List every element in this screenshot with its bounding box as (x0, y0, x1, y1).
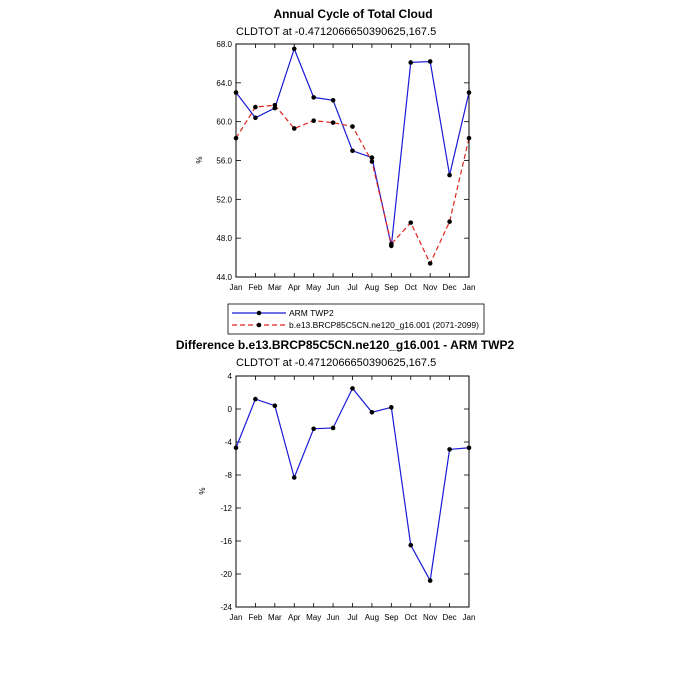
chart1-xtick-label: Dec (442, 283, 456, 292)
chart1-xtick-label: Jan (230, 283, 243, 292)
chart1-series-0-point (427, 59, 433, 64)
chart2-xtick-label: Oct (405, 613, 418, 622)
chart1-title: Annual Cycle of Total Cloud (273, 7, 432, 21)
chart2-series-0-point (311, 426, 316, 432)
chart1-series-0-point (369, 155, 375, 160)
chart1-xtick-label: Jul (347, 283, 357, 292)
chart1-xtick-label: Oct (405, 283, 418, 292)
chart2-xtick-label: Jul (347, 613, 357, 622)
chart1-xtick-label: Sep (384, 283, 399, 292)
chart2-series-0-point (253, 396, 258, 402)
chart2-series-0-point (389, 405, 394, 410)
chart1-series-1-point (311, 118, 316, 123)
chart1-series-0-point (408, 60, 414, 65)
chart1-series-1-point (272, 102, 278, 108)
chart2-xtick-label: Feb (249, 613, 263, 622)
chart2-xtick-label: Aug (365, 613, 379, 622)
chart1-series-1-line (235, 104, 470, 265)
difference-chart: Difference b.e13.BRCP85C5CN.ne120_g16.00… (176, 338, 515, 622)
annual-cycle-chart: Annual Cycle of Total Cloud CLDTOT at -0… (195, 7, 485, 335)
chart1-ytick-label: 68.0 (216, 40, 232, 49)
chart2-series-0-point (447, 447, 452, 452)
chart2-plot-frame (235, 375, 470, 608)
chart1-series-0-point (330, 98, 336, 103)
chart1-ylabel: % (195, 156, 204, 163)
chart1-legend: ARM TWP2 b.e13.BRCP85C5CN.ne120_g16.001 … (227, 303, 485, 335)
chart2-ytick-label: -12 (220, 504, 232, 513)
chart2-series-0-point (291, 475, 297, 480)
chart2-ylabel: % (198, 487, 207, 494)
chart1-subtitle: CLDTOT at -0.4712066650390625,167.5 (236, 26, 436, 38)
chart2-xtick-label: Mar (268, 613, 282, 622)
chart1-series-1-point (427, 261, 433, 266)
chart1-plot-frame (235, 43, 470, 278)
chart1-series-1-point (253, 104, 258, 110)
chart1-ytick-label: 44.0 (216, 273, 232, 282)
legend-marker-model (256, 322, 262, 328)
chart2-xtick-label: Jan (463, 613, 476, 622)
chart1-series-1-point (291, 126, 297, 131)
chart1-ytick-label: 52.0 (216, 195, 232, 204)
chart1-series-1-point (369, 159, 375, 164)
chart2-ytick-label: -16 (220, 537, 232, 546)
chart1-ytick-label: 60.0 (216, 118, 232, 127)
chart2-xtick-label: May (306, 613, 321, 622)
chart2-ytick-label: 0 (228, 405, 233, 414)
chart1-series-0-line (235, 47, 470, 247)
chart2-xtick-label: Apr (288, 613, 301, 622)
chart2-series-0-line (235, 387, 470, 583)
chart2-series-0-point (427, 578, 433, 583)
chart1-series-1-point (389, 241, 394, 247)
chart1-series-1-point (330, 120, 336, 125)
chart1-xtick-label: Mar (268, 283, 282, 292)
chart2-xtick-label: Nov (423, 613, 437, 622)
chart1-xtick-label: Jun (327, 283, 340, 292)
chart2-xtick-label: Sep (384, 613, 399, 622)
chart1-ytick-label: 64.0 (216, 79, 232, 88)
legend-marker-arm (256, 310, 262, 316)
chart1-xtick-label: Aug (365, 283, 379, 292)
chart2-ytick-label: -20 (220, 570, 232, 579)
chart2-ytick-label: 4 (228, 372, 233, 381)
chart1-series-0-point (253, 115, 258, 121)
chart2-ytick-label: -4 (225, 438, 233, 447)
chart1-xtick-label: Feb (249, 283, 263, 292)
chart1-ytick-label: 56.0 (216, 157, 232, 166)
chart2-xtick-label: Jun (327, 613, 340, 622)
chart2-series-0-point (350, 386, 355, 391)
legend-label-model: b.e13.BRCP85C5CN.ne120_g16.001 (2071-209… (289, 320, 479, 330)
chart1-xtick-label: May (306, 283, 321, 292)
chart1-ytick-label: 48.0 (216, 234, 232, 243)
chart1-xtick-label: Apr (288, 283, 301, 292)
chart2-series-0-point (272, 403, 278, 409)
chart1-series-1-point (408, 220, 414, 225)
chart1-series-0-point (291, 46, 297, 52)
legend-label-arm: ARM TWP2 (289, 308, 334, 318)
chart1-xtick-label: Jan (463, 283, 476, 292)
chart2-ytick-label: -8 (225, 471, 233, 480)
chart2-series-0-point (330, 425, 336, 431)
chart1-series-1-point (350, 124, 355, 129)
chart2-series-0-point (408, 542, 414, 548)
chart1-series-0-point (447, 172, 452, 178)
chart2-series-0-point (369, 410, 375, 415)
chart2-ytick-label: -24 (220, 603, 232, 612)
chart1-series-1-point (447, 219, 452, 224)
chart1-series-0-point (311, 95, 316, 100)
chart1-series-0-point (350, 148, 355, 154)
chart2-subtitle: CLDTOT at -0.4712066650390625,167.5 (236, 357, 436, 369)
chart2-title: Difference b.e13.BRCP85C5CN.ne120_g16.00… (176, 338, 515, 352)
chart2-xtick-label: Jan (230, 613, 243, 622)
chart2-xtick-label: Dec (442, 613, 456, 622)
chart1-xtick-label: Nov (423, 283, 437, 292)
legend-box (227, 303, 485, 335)
